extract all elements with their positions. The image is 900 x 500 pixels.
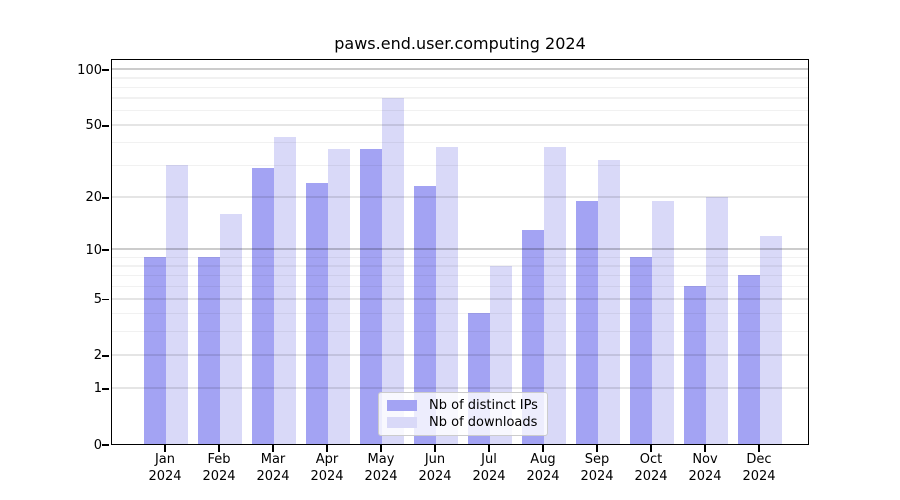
- y-tick-label-10: 10: [85, 242, 102, 258]
- y-tick-mark-10: [102, 249, 109, 252]
- bar-distinct-ips-dec: [738, 275, 760, 444]
- x-tick-label-mar: Mar 2024: [256, 452, 290, 484]
- gridline-10: [112, 248, 808, 251]
- bar-downloads-feb: [220, 213, 242, 444]
- x-tick-label-nov: Nov 2024: [688, 452, 722, 484]
- bar-downloads-jan: [166, 165, 188, 444]
- legend: Nb of distinct IPs Nb of downloads: [378, 392, 548, 436]
- bar-distinct-ips-may: [360, 148, 382, 444]
- y-tick-label-2: 2: [93, 348, 102, 364]
- gridline-50: [112, 124, 808, 126]
- y-tick-label-100: 100: [77, 62, 102, 78]
- x-tick-label-sep: Sep 2024: [580, 452, 614, 484]
- bar-distinct-ips-mar: [252, 167, 274, 444]
- bar-downloads-aug: [544, 146, 566, 444]
- x-tick-mark-feb: [218, 445, 220, 452]
- bar-distinct-ips-jan: [144, 257, 166, 444]
- y-tick-mark-1: [102, 387, 109, 390]
- legend-row-distinct-ips: Nb of distinct IPs: [387, 398, 539, 413]
- gridline-100: [112, 68, 808, 71]
- bar-downloads-apr: [328, 148, 350, 444]
- x-tick-label-oct: Oct 2024: [634, 452, 668, 484]
- y-tick-mark-0: [102, 444, 109, 446]
- bar-downloads-sep: [598, 160, 620, 444]
- y-tick-mark-20: [102, 196, 109, 199]
- x-tick-mark-sep: [596, 445, 598, 452]
- bar-distinct-ips-sep: [576, 200, 598, 444]
- gridline-80: [112, 86, 808, 89]
- y-tick-label-5: 5: [93, 292, 102, 307]
- bar-downloads-may: [382, 97, 404, 444]
- y-tick-mark-5: [102, 298, 109, 301]
- y-tick-label-1: 1: [93, 381, 102, 397]
- y-tick-mark-50: [102, 124, 109, 127]
- x-tick-mark-mar: [272, 445, 274, 452]
- distinct-ips-swatch-icon: [387, 400, 417, 411]
- x-tick-label-jul: Jul 2024: [472, 452, 506, 484]
- bar-distinct-ips-nov: [684, 286, 706, 444]
- bar-distinct-ips-aug: [522, 229, 544, 444]
- y-tick-label-20: 20: [85, 190, 102, 206]
- x-tick-label-dec: Dec 2024: [742, 452, 776, 484]
- gridline-20: [112, 196, 808, 198]
- bar-downloads-jun: [436, 146, 458, 444]
- y-tick-mark-100: [102, 69, 109, 72]
- bar-downloads-dec: [760, 235, 782, 444]
- x-tick-mark-oct: [650, 445, 652, 452]
- x-tick-mark-jul: [488, 445, 490, 452]
- bar-downloads-oct: [652, 200, 674, 444]
- bar-distinct-ips-apr: [306, 182, 328, 444]
- x-tick-mark-nov: [704, 445, 706, 452]
- gridline-70: [112, 97, 808, 99]
- x-tick-label-jan: Jan 2024: [148, 452, 182, 484]
- x-tick-label-apr: Apr 2024: [310, 452, 344, 484]
- x-tick-mark-dec: [758, 445, 760, 452]
- bar-downloads-nov: [706, 196, 728, 444]
- x-tick-label-feb: Feb 2024: [202, 452, 236, 484]
- y-tick-label-50: 50: [85, 118, 102, 134]
- x-tick-mark-may: [380, 445, 382, 452]
- bar-downloads-mar: [274, 136, 296, 444]
- legend-label-distinct-ips: Nb of distinct IPs: [429, 398, 538, 413]
- gridline-60: [112, 109, 808, 112]
- x-tick-mark-jan: [164, 445, 166, 452]
- legend-label-downloads: Nb of downloads: [429, 415, 538, 430]
- bar-distinct-ips-jun: [414, 185, 436, 444]
- gridline-30: [112, 164, 808, 167]
- x-tick-label-may: May 2024: [364, 452, 398, 484]
- plot-area: [111, 59, 809, 445]
- y-tick-mark-2: [102, 354, 109, 357]
- gridline-40: [112, 142, 808, 144]
- x-tick-mark-jun: [434, 445, 436, 452]
- legend-row-downloads: Nb of downloads: [387, 415, 539, 430]
- y-tick-label-0: 0: [93, 437, 102, 453]
- x-tick-label-aug: Aug 2024: [526, 452, 560, 484]
- x-tick-label-jun: Jun 2024: [418, 452, 452, 484]
- x-tick-mark-aug: [542, 445, 544, 452]
- downloads-swatch-icon: [387, 417, 417, 428]
- x-tick-mark-apr: [326, 445, 328, 452]
- bar-distinct-ips-oct: [630, 257, 652, 444]
- bar-distinct-ips-feb: [198, 257, 220, 444]
- gridline-90: [112, 77, 808, 79]
- chart-title: paws.end.user.computing 2024: [334, 34, 586, 53]
